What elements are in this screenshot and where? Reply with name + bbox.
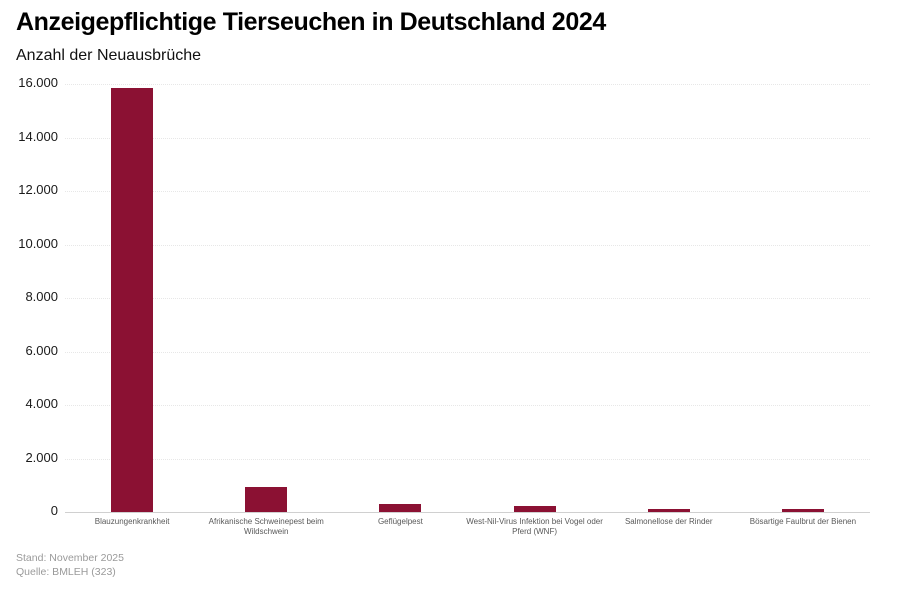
plot-area: [65, 84, 870, 513]
bar-2: [245, 486, 288, 512]
chart-footer: Stand: November 2025 Quelle: BMLEH (323): [16, 551, 124, 579]
x-axis-line: [65, 512, 870, 513]
x-axis-category-label: West-Nil-Virus Infektion bei Vogel oder …: [466, 517, 603, 537]
y-axis-tick-label: 14.000: [18, 128, 58, 144]
gridline: [65, 84, 870, 85]
y-axis: 16.000 14.000 12.000 10.000 8.000 6.000 4.000 2…: [0, 0, 58, 589]
chart-subtitle: Anzahl der Neuausbrüche: [16, 47, 202, 64]
bar-6: [781, 508, 824, 512]
gridline: [65, 458, 870, 460]
y-axis-tick-label: 4.000: [25, 396, 58, 411]
gridline: [65, 298, 870, 299]
source-note: Quelle: BMLEH (323): [16, 566, 116, 578]
gridline: [65, 405, 870, 406]
y-axis-tick-label: 8.000: [25, 289, 58, 304]
y-axis-tick-label: 12.000: [18, 182, 58, 197]
y-axis-tick-label: 16.000: [18, 75, 58, 90]
x-axis: Blauzungenkrankheit Afrikanische Schweine…: [65, 517, 870, 547]
gridline: [65, 351, 870, 353]
x-axis-category-label: Geflügelpest: [377, 517, 423, 526]
x-axis-category-label: Salmonellose der Rinder: [624, 517, 713, 526]
x-axis-category-label: Afrikanische Schweinepest beim Wildschwe…: [208, 517, 324, 537]
gridline: [65, 244, 870, 246]
stand-note: Stand: November 2025: [16, 552, 124, 564]
y-axis-tick-label: 10.000: [18, 235, 58, 251]
x-axis-category-label: Bösartige Faulbrut der Bienen: [749, 517, 857, 526]
chart-title: Anzeigepflichtige Tierseuchen in Deutsch…: [16, 8, 606, 36]
bar-1: [111, 88, 154, 512]
y-axis-tick-label: 0: [50, 503, 58, 518]
x-axis-category-label: Blauzungenkrankheit: [94, 517, 170, 526]
bar-5: [647, 508, 690, 512]
gridline: [65, 137, 870, 139]
bar-3: [379, 504, 422, 512]
y-axis-tick-label: 6.000: [25, 342, 58, 358]
gridline: [65, 191, 870, 192]
y-axis-tick-label: 2.000: [25, 449, 58, 465]
bar-4: [513, 506, 556, 512]
